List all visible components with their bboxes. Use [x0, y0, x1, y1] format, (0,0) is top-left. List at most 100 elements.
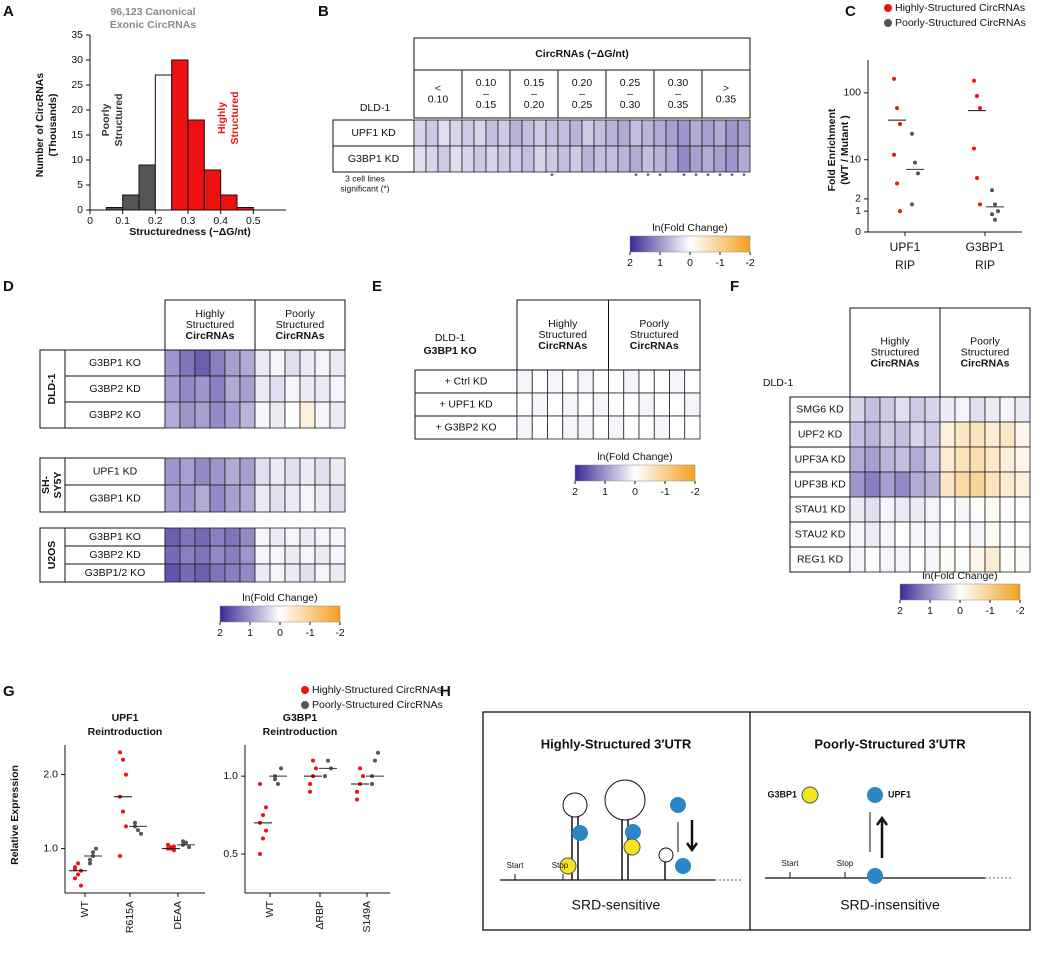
heat-cell	[299, 563, 316, 583]
heat-cell	[939, 496, 956, 523]
heat-cell	[239, 401, 256, 429]
stop-label: Stop	[837, 859, 854, 868]
heat-cell	[849, 471, 866, 498]
point	[181, 839, 185, 844]
heat-cell	[437, 119, 451, 147]
heat-cell	[939, 521, 956, 548]
row-label-box	[64, 401, 166, 429]
heat-cell	[509, 145, 523, 173]
heat-cell	[254, 401, 271, 429]
subplot-title: Reintroduction	[88, 726, 163, 738]
corner-label: G3BP1 KO	[423, 345, 476, 357]
heat-cell	[299, 484, 316, 513]
heat-cell	[879, 446, 896, 473]
heat-cell	[224, 527, 241, 547]
point	[892, 76, 896, 81]
row-label-box	[64, 484, 166, 513]
colorbar-tick-label: 0	[957, 605, 963, 617]
heat-cell	[449, 119, 463, 147]
colorbar-tick-label: -2	[690, 486, 699, 498]
panel-letter: G	[3, 683, 15, 700]
point	[990, 188, 994, 193]
heat-cell	[894, 496, 911, 523]
heat-cell	[864, 396, 881, 423]
heat-cell	[254, 527, 271, 547]
heat-cell	[581, 145, 595, 173]
legend-label: Poorly-Structured CircRNAs	[312, 699, 443, 711]
heat-cell	[329, 527, 346, 547]
point	[276, 781, 280, 786]
heat-cell	[1014, 496, 1031, 523]
point	[323, 774, 327, 779]
heat-cell	[924, 496, 941, 523]
x-tick-label: WT	[79, 900, 91, 917]
g3bp1-icon	[559, 857, 577, 875]
y-tick-label: 20	[71, 104, 83, 116]
heat-cell	[209, 349, 226, 377]
heat-cell	[969, 521, 986, 548]
row-label-box	[789, 471, 851, 498]
point	[264, 828, 268, 833]
heat-cell	[299, 375, 316, 403]
colorbar	[574, 464, 696, 482]
start-label: Start	[782, 859, 800, 868]
heat-cell	[239, 527, 256, 547]
col-group-label: 0.35	[716, 93, 737, 105]
point	[88, 857, 92, 862]
heat-cell	[569, 145, 583, 173]
subplot-title: UPF1	[112, 712, 139, 724]
point	[308, 789, 312, 794]
row-label: STAU2 KD	[795, 528, 846, 540]
heat-cell	[653, 415, 670, 440]
significance-mark: *	[658, 171, 662, 181]
heat-cell	[562, 392, 579, 417]
upf1-icon	[625, 824, 641, 840]
colorbar-tick-label: 2	[627, 257, 633, 269]
annotation: Structured	[113, 93, 125, 146]
point	[910, 202, 914, 207]
heat-cell	[179, 545, 196, 565]
col-group-label: 0.35	[668, 99, 689, 111]
point	[118, 750, 122, 755]
point	[898, 122, 902, 127]
heat-cell	[425, 119, 439, 147]
row-label-box	[789, 546, 851, 573]
heat-cell	[924, 396, 941, 423]
y-tick-label: 25	[71, 79, 83, 91]
col-group-box	[849, 307, 941, 398]
panel-letter: E	[372, 278, 382, 295]
heat-cell	[224, 401, 241, 429]
point	[136, 828, 140, 833]
col-group-label: CircRNAs	[538, 340, 587, 352]
heat-cell	[194, 375, 211, 403]
row-label: G3BP2 KD	[89, 383, 141, 395]
point	[913, 160, 917, 165]
colorbar-tick-label: 0	[277, 627, 283, 639]
heat-cell	[665, 145, 679, 173]
heat-cell	[449, 145, 463, 173]
row-group-label: U2OS	[46, 541, 58, 570]
heat-cell	[164, 484, 181, 513]
heat-cell	[179, 349, 196, 377]
significance-mark: *	[742, 171, 746, 181]
x-tick-label: G3BP1	[966, 240, 1005, 254]
col-group-box	[608, 299, 701, 371]
heat-cell	[194, 457, 211, 486]
point	[326, 758, 330, 763]
heat-cell	[999, 421, 1016, 448]
y-tick-label: 0	[77, 204, 83, 216]
point	[373, 758, 377, 763]
heat-cell	[623, 392, 640, 417]
upf1-icon	[670, 797, 686, 813]
point	[261, 836, 265, 841]
heat-cell	[1014, 421, 1031, 448]
heat-cell	[224, 349, 241, 377]
point	[91, 850, 95, 855]
row-label: UPF3B KD	[794, 478, 846, 490]
heat-cell	[894, 396, 911, 423]
x-tick-label: R615A	[124, 901, 136, 933]
y-axis-label: Number of CircRNAs	[34, 73, 46, 178]
point	[187, 845, 191, 850]
col-group-label: CircRNAs	[185, 330, 234, 342]
point	[88, 861, 92, 866]
